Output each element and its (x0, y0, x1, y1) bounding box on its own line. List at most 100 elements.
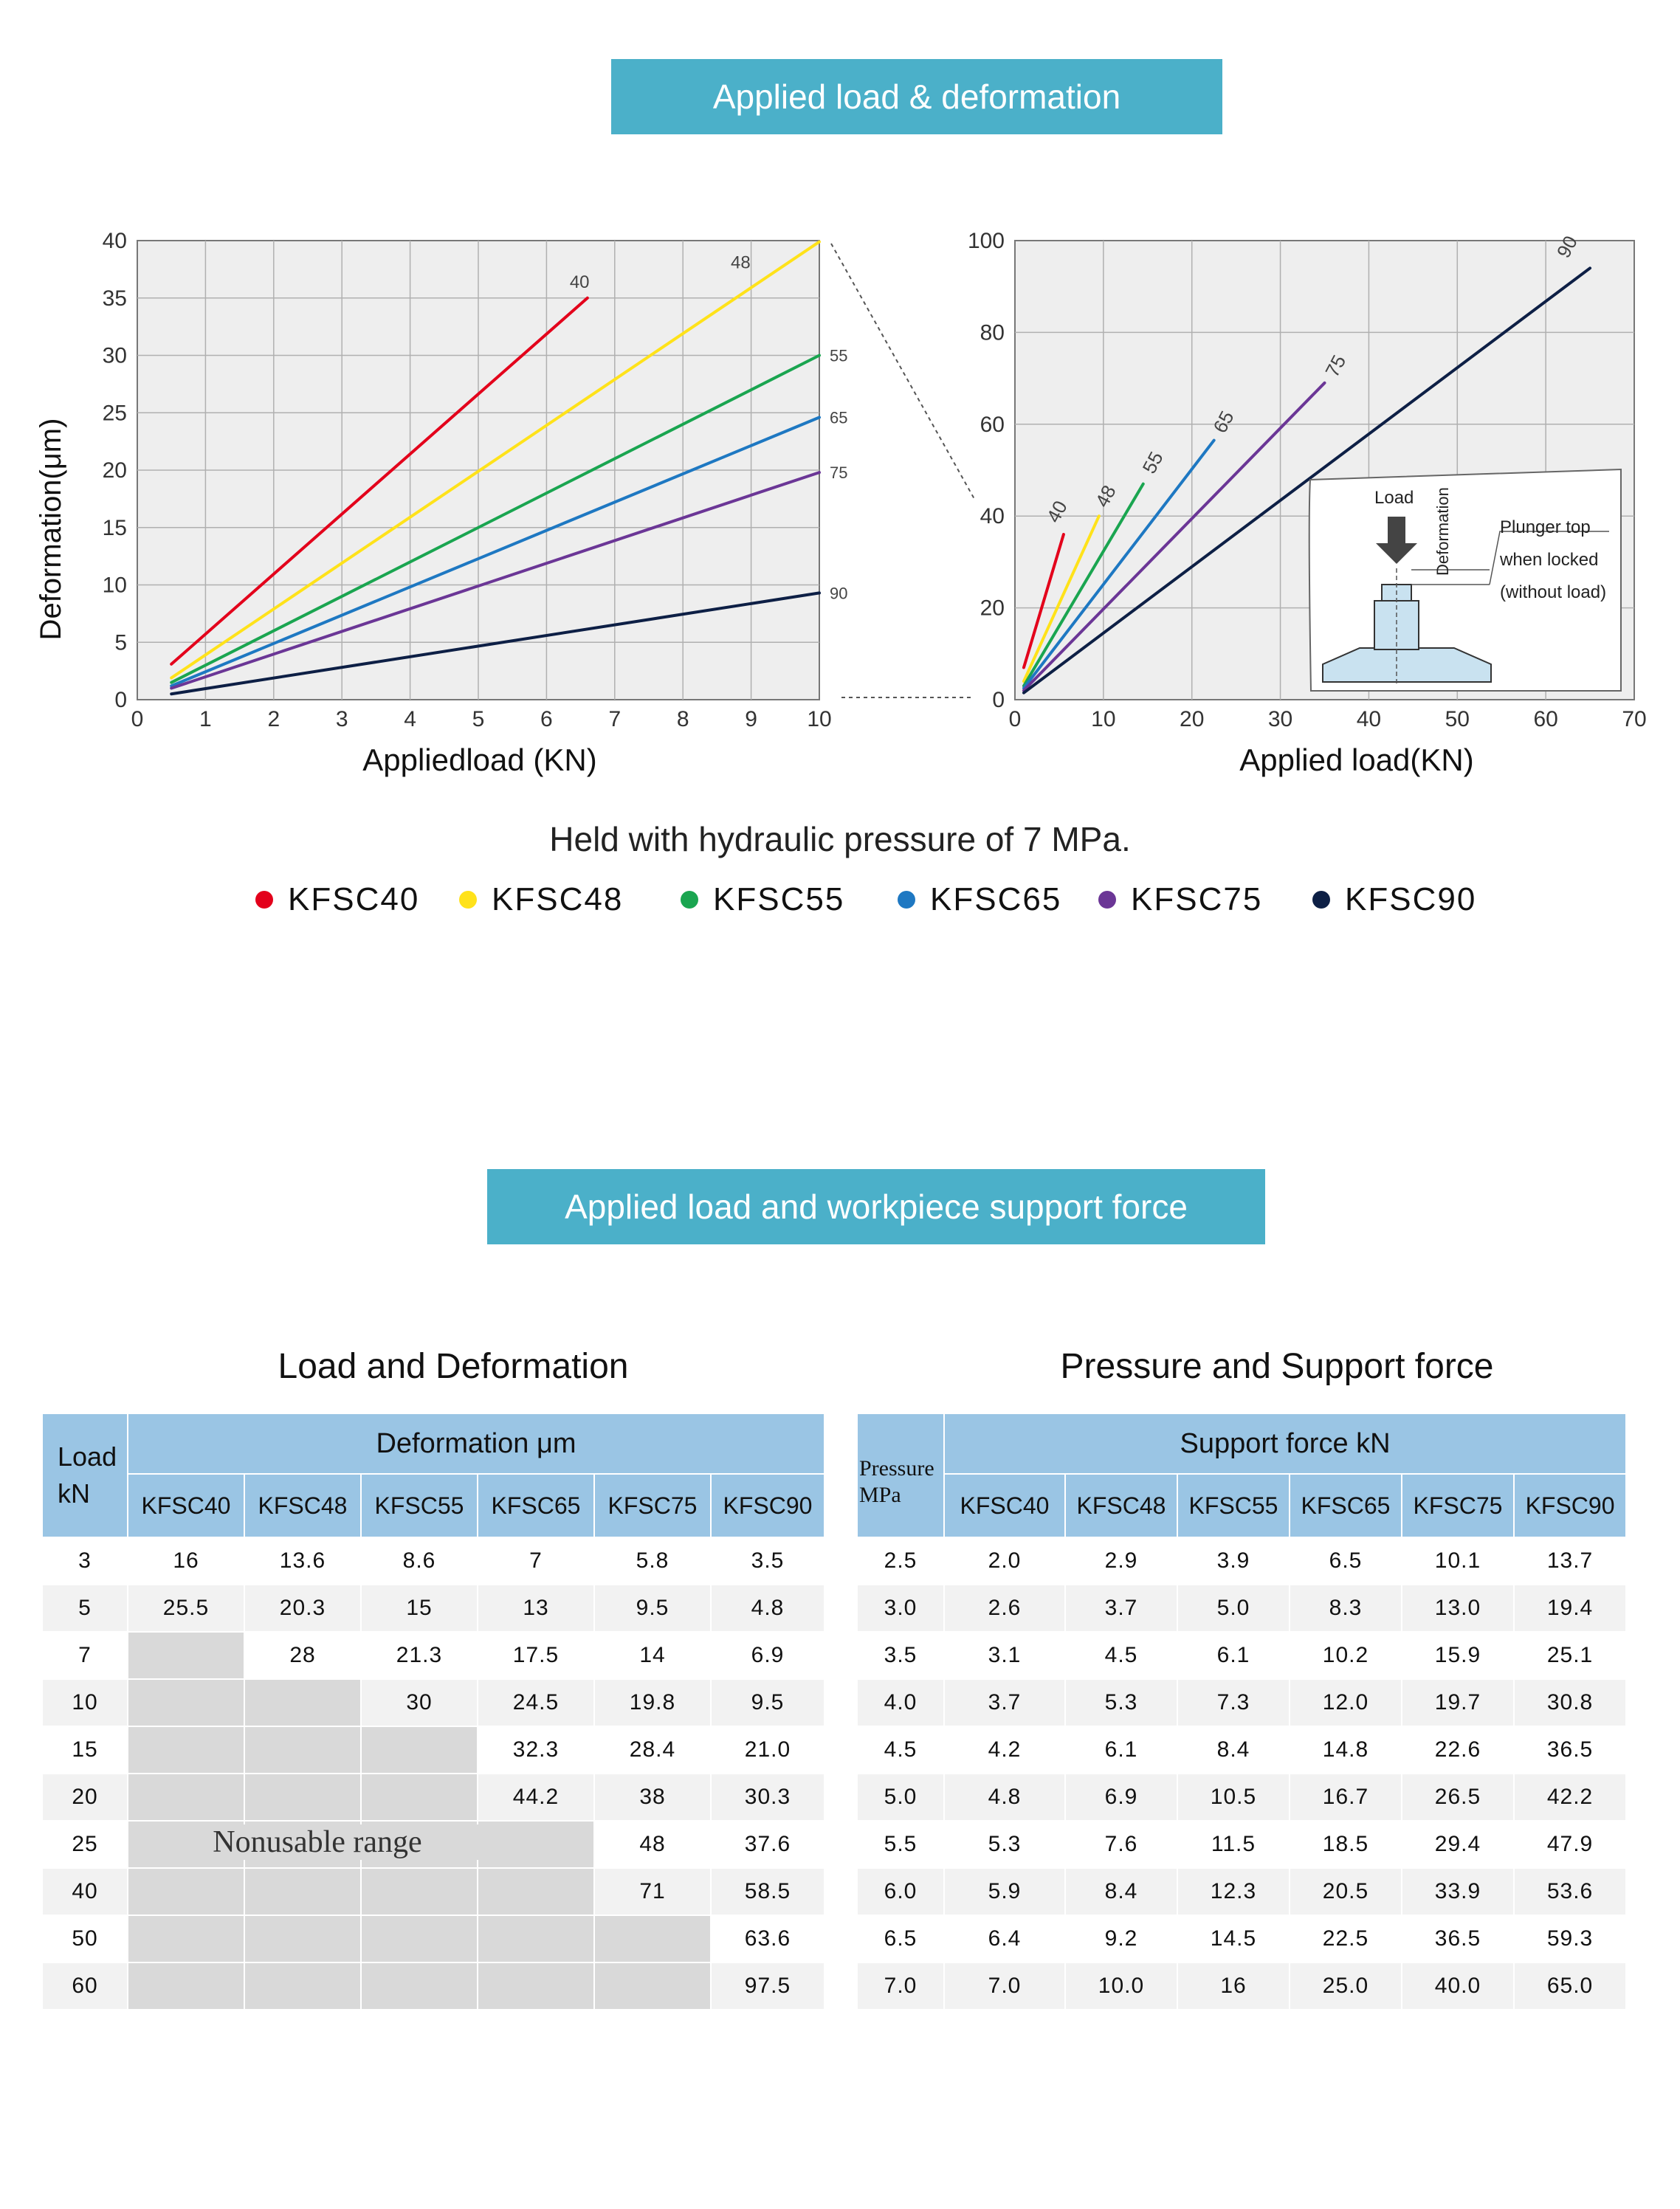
nonusable-cell (244, 1867, 362, 1916)
table-title-pressure-support: Pressure and Support force (1060, 1347, 1494, 1386)
table-row: 10 30 24.5 19.8 9.5 (41, 1678, 825, 1727)
nonusable-cell (127, 1867, 245, 1916)
table-row: 4.5 4.2 6.1 8.4 14.8 22.6 36.5 (856, 1726, 1628, 1774)
y-tick-label: 40 (103, 229, 127, 253)
row-header-line1: Load (58, 1441, 117, 1472)
table-cell: 42.2 (1512, 1773, 1628, 1822)
table-cell: 6.1 (1064, 1726, 1178, 1774)
column-header: KFSC55 (360, 1473, 478, 1538)
table-cell: 3.7 (1064, 1584, 1178, 1633)
column-header: KFSC90 (710, 1473, 825, 1538)
row-header-pressure: Pressure MPa (856, 1413, 945, 1538)
nonusable-cell (360, 1962, 478, 2010)
table-row: 15 32.3 28.4 21.0 (41, 1726, 825, 1774)
table-cell: 15 (360, 1584, 478, 1633)
series-line (170, 416, 821, 688)
column-header: KFSC40 (943, 1473, 1066, 1538)
table-cell: 15.9 (1401, 1631, 1515, 1680)
x-tick-label: 70 (1622, 707, 1646, 731)
table-row: 5.5 5.3 7.6 11.5 18.5 29.4 47.9 (856, 1820, 1628, 1869)
table-cell: 63.6 (710, 1915, 825, 1963)
callout-line (1489, 531, 1609, 585)
row-header-line2: MPa (859, 1483, 901, 1507)
inset-note: Plunger top (1500, 517, 1591, 537)
table-cell: 6.5 (1289, 1537, 1402, 1585)
table-row: 6.5 6.4 9.2 14.5 22.5 36.5 59.3 (856, 1915, 1628, 1963)
x-tick-label: 2 (267, 707, 280, 731)
x-tick-label: 3 (336, 707, 348, 731)
deformation-charts: 0 1 2 3 4 5 6 7 8 9 100510152025303540404855657590… (35, 229, 1647, 777)
hydraulic-pressure-note: Held with hydraulic pressure of 7 MPa. (549, 820, 1131, 858)
nonusable-cell (127, 1915, 245, 1963)
table-cell: 36.5 (1512, 1726, 1628, 1774)
series-line (170, 240, 821, 680)
y-tick-label: 10 (103, 573, 127, 598)
x-tick-label: 10 (1091, 707, 1115, 731)
table-cell: 22.5 (1289, 1915, 1402, 1963)
table-cell: 48 (593, 1820, 712, 1869)
table-cell: 16 (127, 1537, 245, 1585)
row-header-cell: 6.5 (856, 1915, 945, 1963)
series-line (1022, 482, 1145, 688)
legend-dot-kfsc90 (1312, 891, 1330, 909)
table-cell: 6.1 (1177, 1631, 1290, 1680)
table-cell: 4.8 (943, 1773, 1066, 1822)
pressure-support-table: Pressure MPa Support force kN KFSC40 KFSC… (856, 1413, 1628, 2010)
nonusable-range-label: Nonusable range (148, 1824, 487, 1860)
legend-item: KFSC55 (681, 881, 844, 918)
table-row: 7.0 7.0 10.0 16 25.0 40.0 65.0 (856, 1962, 1628, 2010)
table-cell: 4.2 (943, 1726, 1066, 1774)
table-cell: 16 (1177, 1962, 1290, 2010)
y-tick-label: 80 (980, 320, 1005, 345)
row-header-cell: 7 (41, 1631, 128, 1680)
table-cell: 9.2 (1064, 1915, 1178, 1963)
table-cell: 17.5 (477, 1631, 595, 1680)
series-label: 48 (731, 253, 751, 273)
series-line (1022, 266, 1592, 695)
chart-small-load: 0 1 2 3 4 5 6 7 8 9 10 0 5 10 15 20 25 30 35 40 40 48 55 65 75 90… (35, 229, 847, 777)
section-banner-support: Applied load and workpiece support force (487, 1169, 1265, 1244)
table-row: 20 44.2 38 30.3 (41, 1773, 825, 1822)
nonusable-cell (244, 1962, 362, 2010)
y-tick-label: 25 (103, 401, 127, 425)
section-banner-deformation: Applied load & deformation (611, 59, 1222, 134)
nonusable-cell (127, 1726, 245, 1774)
table-cell: 14.5 (1177, 1915, 1290, 1963)
table-cell: 25.5 (127, 1584, 245, 1633)
series-label: 90 (830, 584, 847, 602)
table-cell: 7.6 (1064, 1820, 1178, 1869)
table-cell: 59.3 (1512, 1915, 1628, 1963)
row-header-line2: kN (58, 1478, 90, 1509)
table-cell: 20.5 (1289, 1867, 1402, 1916)
x-tick-label: 60 (1533, 707, 1557, 731)
table-cell: 7 (477, 1537, 595, 1585)
table-title-load-deformation: Load and Deformation (278, 1347, 629, 1386)
row-header-load: Load kN (41, 1413, 128, 1538)
legend-item: KFSC65 (898, 881, 1061, 918)
table-cell: 21.0 (710, 1726, 825, 1774)
zoom-connector-lines (830, 243, 975, 698)
row-header-cell: 4.0 (856, 1678, 945, 1727)
table-row: 40 71 58.5 (41, 1867, 825, 1916)
table-cell: 14 (593, 1631, 712, 1680)
column-header: KFSC65 (1289, 1473, 1402, 1538)
table-cell: 8.6 (360, 1537, 478, 1585)
nonusable-cell (244, 1915, 362, 1963)
nonusable-cell (593, 1915, 712, 1963)
table-cell: 32.3 (477, 1726, 595, 1774)
table-cell: 8.3 (1289, 1584, 1402, 1633)
table-row: 4.0 3.7 5.3 7.3 12.0 19.7 30.8 (856, 1678, 1628, 1727)
table-cell: 7.0 (943, 1962, 1066, 2010)
nonusable-cell (593, 1962, 712, 2010)
table-cell: 16.7 (1289, 1773, 1402, 1822)
legend-dot-kfsc40 (255, 891, 273, 909)
y-tick-label: 5 (114, 630, 127, 655)
table-cell: 6.4 (943, 1915, 1066, 1963)
table-cell: 4.5 (1064, 1631, 1178, 1680)
x-tick-label: 10 (807, 707, 831, 731)
table-cell: 5.3 (1064, 1678, 1178, 1727)
table-cell: 47.9 (1512, 1820, 1628, 1869)
table-cell: 9.5 (710, 1678, 825, 1727)
table-cell: 7.3 (1177, 1678, 1290, 1727)
x-tick-label: 8 (677, 707, 689, 731)
